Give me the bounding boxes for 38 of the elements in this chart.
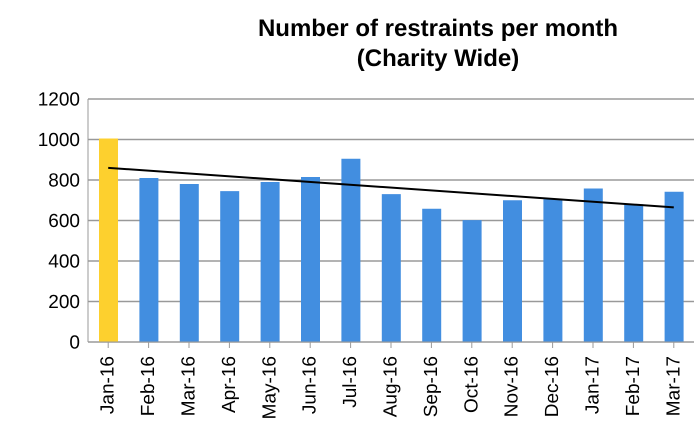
x-tick-label: Nov-16 [502,356,523,418]
bar [624,204,644,342]
chart-title: Number of restraints per month (Charity Wide) [256,14,620,74]
y-tick-label: 600 [48,211,80,232]
bar [99,138,118,342]
bar [503,200,522,342]
bar [139,178,158,342]
y-tick-label: 800 [48,170,80,192]
bar [220,191,240,342]
y-tick-label: 200 [48,292,80,314]
x-tick-label: Dec-16 [542,356,564,418]
bar [180,184,199,342]
x-tick-label: Sep-16 [420,356,442,418]
bar [341,158,360,342]
bar [382,194,401,342]
bar [664,192,684,342]
x-tick-label: Apr-16 [218,356,240,414]
bar [584,188,603,342]
x-tick-label: Jul-16 [340,356,362,408]
bar [422,208,442,342]
x-tick-label: Jun-16 [300,356,321,414]
x-tick-label: Aug-16 [380,356,402,418]
x-tick-label: Jan-16 [98,356,119,414]
x-tick-label: Mar-16 [178,356,200,416]
y-tick-label: 0 [69,332,80,354]
x-tick-label: Mar-17 [663,356,684,416]
y-tick-label: 1200 [38,90,80,111]
bar [260,182,280,342]
x-tick-label: May-16 [259,356,280,420]
x-tick-label: Feb-17 [622,356,644,416]
bar [462,220,482,342]
x-tick-label: Feb-16 [138,356,160,416]
x-tick-label: Jan-17 [582,356,604,414]
bar [543,199,562,342]
bar [301,176,320,342]
y-tick-label: 1000 [38,130,80,152]
y-tick-label: 400 [48,252,80,273]
x-tick-label: Oct-16 [461,356,482,414]
